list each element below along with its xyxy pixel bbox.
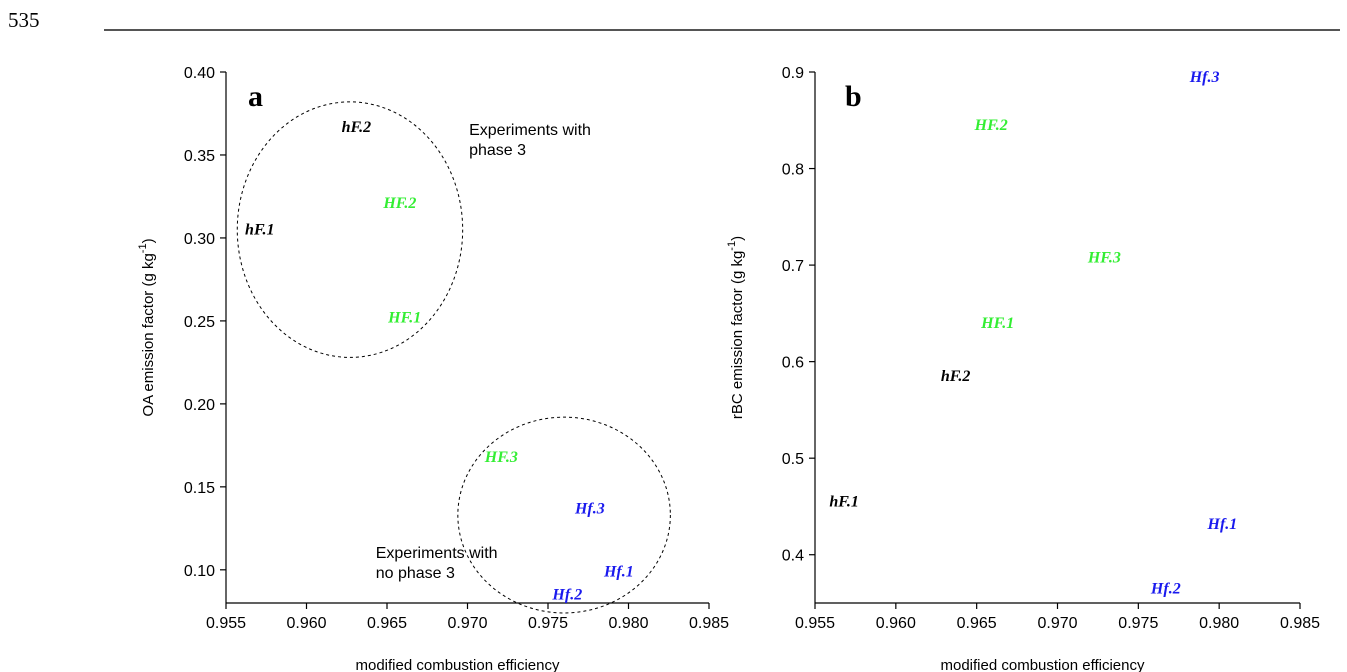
x-tick-label: 0.965 xyxy=(957,615,997,632)
y-axis-label-sup: -1 xyxy=(137,243,149,253)
x-axis-label: modified combustion efficiency xyxy=(356,657,560,672)
panel-a: 0.955 0.960 0.965 0.970 0.975 0.980 0.985 0.10 0… xyxy=(137,65,729,672)
y-tick-label: 0.25 xyxy=(184,314,215,331)
annotation-line: Experiments with xyxy=(469,122,591,139)
y-tick-label: 0.10 xyxy=(184,563,215,580)
annotation-line: Experiments with xyxy=(376,545,498,562)
y-tick-label: 0.35 xyxy=(184,148,215,165)
x-tick-label: 0.960 xyxy=(286,615,326,632)
annotation-line: phase 3 xyxy=(469,142,526,159)
y-tick-label: 0.4 xyxy=(782,548,804,565)
panel-label: b xyxy=(845,80,862,113)
annotation-line: no phase 3 xyxy=(376,565,455,582)
y-tick-label: 0.9 xyxy=(782,65,804,82)
y-axis-label-main: rBC emission factor (g kg xyxy=(729,251,746,419)
x-tick-label: 0.975 xyxy=(528,615,568,632)
data-point-hf-1: hF.1 xyxy=(245,222,275,239)
annotation: Experiments with no phase 3 xyxy=(376,545,498,582)
page-number: 535 xyxy=(8,8,40,32)
data-point-hf-1: hF.1 xyxy=(829,494,859,511)
x-tick-label: 0.985 xyxy=(689,615,729,632)
x-tick-label: 0.985 xyxy=(1280,615,1320,632)
x-tick-label: 0.970 xyxy=(447,615,487,632)
data-point-hf-2: hF.2 xyxy=(342,119,372,136)
x-tick-label: 0.960 xyxy=(876,615,916,632)
x-axis-label: modified combustion efficiency xyxy=(941,657,1145,672)
y-tick-label: 0.40 xyxy=(184,65,215,82)
data-point-hf-1: HF.1 xyxy=(980,315,1014,332)
data-point-hf-2: hF.2 xyxy=(941,368,971,385)
y-axis-label-sup: -1 xyxy=(726,241,738,251)
data-point-hf-1: Hf.1 xyxy=(603,563,634,580)
phase3-group-ellipse xyxy=(236,101,464,358)
data-point-hf-2: HF.2 xyxy=(974,117,1008,134)
data-point-hf-2: Hf.2 xyxy=(1150,581,1181,598)
panel-b: 0.955 0.960 0.965 0.970 0.975 0.980 0.985 0.4 0.… xyxy=(726,65,1320,672)
x-tick-label: 0.970 xyxy=(1037,615,1077,632)
y-axis-label: OA emission factor (g kg-1) xyxy=(137,238,157,416)
y-axis-label-tail: ) xyxy=(140,238,157,243)
y-tick-label: 0.7 xyxy=(782,258,804,275)
panel-label: a xyxy=(248,80,263,113)
y-axis-label-main: OA emission factor (g kg xyxy=(140,253,157,416)
data-point-hf-3: Hf.3 xyxy=(1189,69,1220,86)
data-point-hf-3: HF.3 xyxy=(1087,249,1121,266)
y-tick-label: 0.5 xyxy=(782,451,804,468)
data-point-hf-1: Hf.1 xyxy=(1207,516,1238,533)
annotation: Experiments with phase 3 xyxy=(469,122,591,159)
y-axis-label: rBC emission factor (g kg-1) xyxy=(726,236,746,419)
x-tick-label: 0.965 xyxy=(367,615,407,632)
data-point-hf-2: HF.2 xyxy=(382,195,416,212)
x-tick-label: 0.980 xyxy=(608,615,648,632)
x-tick-label: 0.980 xyxy=(1199,615,1239,632)
data-point-hf-3: Hf.3 xyxy=(574,500,605,517)
y-axis-label-tail: ) xyxy=(729,236,746,241)
data-point-hf-3: HF.3 xyxy=(484,449,518,466)
x-tick-label: 0.955 xyxy=(206,615,246,632)
data-point-hf-1: HF.1 xyxy=(387,310,421,327)
x-tick-label: 0.955 xyxy=(795,615,835,632)
y-tick-label: 0.30 xyxy=(184,231,215,248)
y-tick-label: 0.6 xyxy=(782,355,804,372)
y-tick-label: 0.8 xyxy=(782,162,804,179)
data-point-hf-2: Hf.2 xyxy=(551,587,582,604)
header-rule xyxy=(104,29,1340,31)
y-tick-label: 0.20 xyxy=(184,397,215,414)
no-phase3-group-ellipse xyxy=(457,416,671,614)
y-tick-label: 0.15 xyxy=(184,480,215,497)
x-tick-label: 0.975 xyxy=(1118,615,1158,632)
